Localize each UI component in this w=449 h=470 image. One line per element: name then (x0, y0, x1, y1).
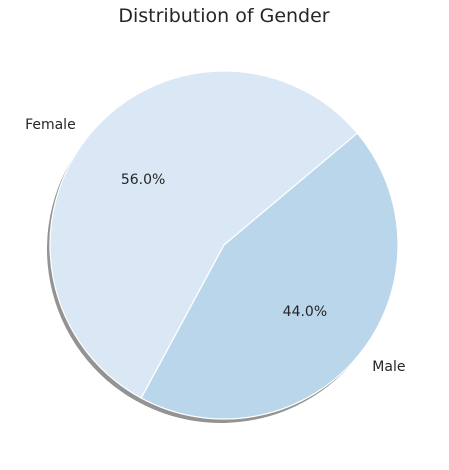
category-label-female: Female (25, 117, 76, 133)
pie-slices (49, 70, 399, 420)
percent-label-female: 56.0% (121, 172, 165, 188)
pie-labels: Female 56.0% Male 44.0% (25, 117, 405, 375)
chart-title: Distribution of Gender (118, 5, 329, 27)
pie-slice-male (140, 132, 399, 420)
pie-slice-female (49, 70, 358, 399)
percent-label-male: 44.0% (283, 304, 327, 320)
category-label-male: Male (372, 359, 405, 375)
